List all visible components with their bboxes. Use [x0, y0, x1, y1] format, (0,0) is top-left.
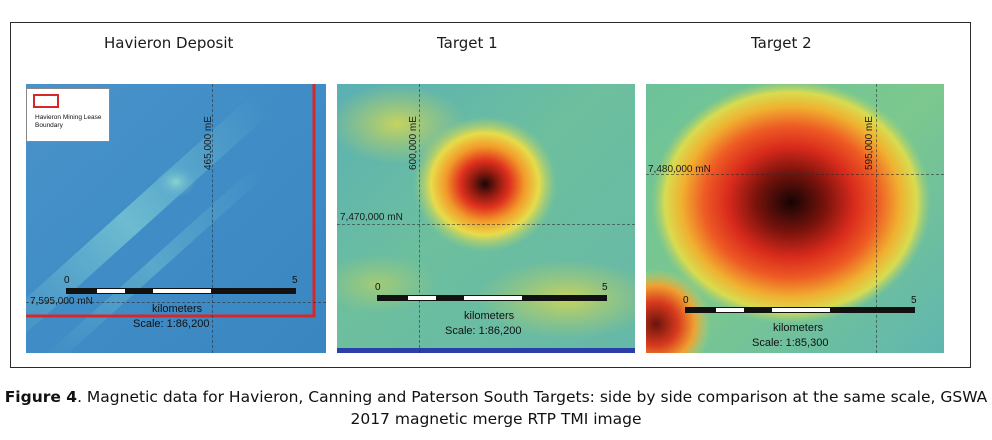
scale-ratio-havieron: Scale: 1:86,200 — [133, 318, 210, 330]
scale-bar-target-2 — [685, 307, 915, 313]
panel-title-target-1: Target 1 — [437, 34, 498, 52]
easting-label-target-1: 600,000 mE — [408, 116, 419, 170]
easting-gridline — [419, 84, 420, 353]
scale-ratio-target-1: Scale: 1:86,200 — [445, 325, 522, 337]
northing-gridline — [337, 224, 635, 225]
figure-label: Figure 4 — [4, 388, 78, 406]
panel-title-havieron: Havieron Deposit — [104, 34, 234, 52]
panel-title-target-2: Target 2 — [751, 34, 812, 52]
scale-bar-havieron — [66, 288, 296, 294]
legend-label: Havieron Mining Lease Boundary — [35, 114, 102, 129]
northing-label-target-1: 7,470,000 mN — [340, 212, 403, 223]
scale-start-havieron: 0 — [64, 275, 70, 286]
mining-lease-boundary — [26, 84, 316, 318]
easting-gridline — [876, 84, 877, 353]
northing-gridline — [646, 174, 944, 175]
scale-unit-target-2: kilometers — [773, 322, 824, 334]
scale-start-target-1: 0 — [375, 282, 381, 293]
figure-caption: Figure 4. Magnetic data for Havieron, Ca… — [0, 386, 992, 430]
scale-unit-target-1: kilometers — [464, 310, 515, 322]
scale-bar-target-1 — [377, 295, 607, 301]
scale-end-havieron: 5 — [292, 275, 298, 286]
easting-label-havieron: 465,000 mE — [203, 116, 214, 170]
legend-box: Havieron Mining Lease Boundary — [26, 88, 110, 142]
scale-ratio-target-2: Scale: 1:85,300 — [752, 337, 829, 349]
northing-gridline — [26, 302, 326, 303]
legend-swatch — [33, 94, 59, 108]
northing-label-havieron: 7,595,000 mN — [30, 296, 93, 307]
figure-caption-text: . Magnetic data for Havieron, Canning an… — [77, 388, 988, 428]
scale-end-target-1: 5 — [602, 282, 608, 293]
easting-gridline — [212, 84, 213, 353]
northing-label-target-2: 7,480,000 mN — [648, 164, 711, 175]
scale-end-target-2: 5 — [911, 295, 917, 306]
scale-unit-havieron: kilometers — [152, 303, 203, 315]
scale-start-target-2: 0 — [683, 295, 689, 306]
easting-label-target-2: 595,000 mE — [864, 116, 875, 170]
